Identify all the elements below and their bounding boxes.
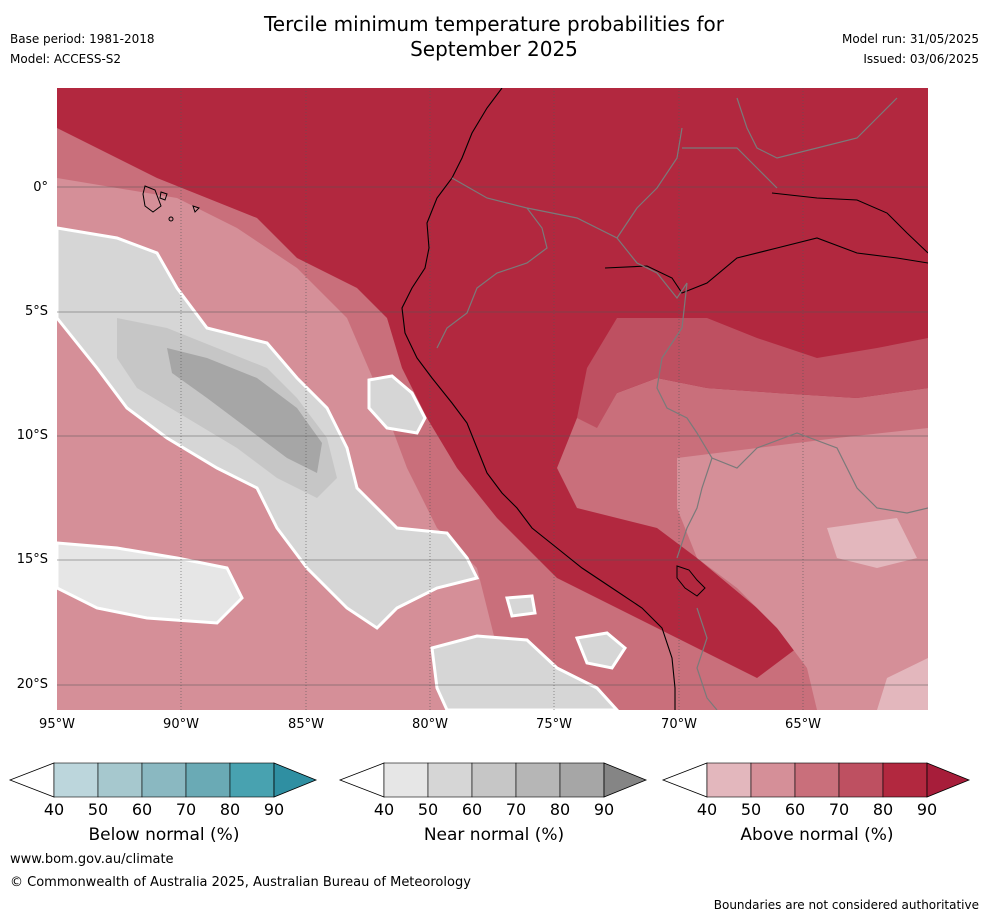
colorbar-near-bin-80 xyxy=(559,762,605,798)
colorbar-above-bin-50 xyxy=(750,762,796,798)
meta-left: Base period: 1981-2018 Model: ACCESS-S2 xyxy=(10,29,155,69)
near-tick-70: 70 xyxy=(505,800,527,819)
colorbar-near-arrow-right xyxy=(603,762,648,798)
lon-label-80w: 80°W xyxy=(412,717,448,732)
colorbar-above-arrow-right xyxy=(926,762,971,798)
colorbar-near-arrow-left xyxy=(338,762,385,798)
below-tick-60: 60 xyxy=(131,800,153,819)
above-tick-70: 70 xyxy=(828,800,850,819)
near-normal-southwest-patch xyxy=(57,541,244,625)
colorbar-above-bin-70 xyxy=(838,762,884,798)
colorbar-above-bin-40 xyxy=(706,762,752,798)
colorbars-svg xyxy=(8,762,971,798)
above-tick-80: 80 xyxy=(872,800,894,819)
lake-titicaca xyxy=(676,565,706,597)
colorbar-near-bin-50 xyxy=(427,762,473,798)
lon-label-90w: 90°W xyxy=(163,717,199,732)
below-tick-80: 80 xyxy=(219,800,241,819)
title-line-2: September 2025 xyxy=(410,37,578,61)
colorbar-below-bin-70 xyxy=(185,762,231,798)
amazon-river xyxy=(604,237,928,294)
galapagos-islands xyxy=(142,185,200,222)
above-tick-50: 50 xyxy=(740,800,762,819)
title-line-1: Tercile minimum temperature probabilitie… xyxy=(263,12,725,36)
above-tick-40: 40 xyxy=(696,800,718,819)
below-tick-50: 50 xyxy=(87,800,109,819)
near-normal-south-patch xyxy=(430,634,620,710)
below-tick-40: 40 xyxy=(43,800,65,819)
above-normal-label: Above normal (%) xyxy=(740,825,894,845)
lon-label-75w: 75°W xyxy=(536,717,572,732)
colorbar-near-bin-60 xyxy=(471,762,517,798)
lon-label-65w: 65°W xyxy=(785,717,821,732)
model-run-text: Model run: 31/05/2025 xyxy=(841,32,979,46)
near-normal-patch-peru xyxy=(367,374,427,435)
probability-map xyxy=(57,88,928,710)
colorbar-below-bin-40 xyxy=(53,762,99,798)
near-tick-50: 50 xyxy=(417,800,439,819)
above-normal-80-region xyxy=(577,318,928,428)
above-normal-40-region xyxy=(827,518,917,568)
colorbar-below-normal xyxy=(8,762,318,798)
near-tick-60: 60 xyxy=(461,800,483,819)
model-text: Model: ACCESS-S2 xyxy=(10,52,122,66)
colorbar-below-arrow-left xyxy=(8,762,55,798)
lon-label-85w: 85°W xyxy=(288,717,324,732)
footer-disclaimer: Boundaries are not considered authoritat… xyxy=(713,898,979,912)
near-normal-60-core xyxy=(167,348,322,473)
colorbar-above-bin-80 xyxy=(882,762,928,798)
meta-right: Model run: 31/05/2025 Issued: 03/06/2025 xyxy=(842,29,979,69)
above-normal-40-region-2 xyxy=(877,658,928,710)
colorbar-below-bin-60 xyxy=(141,762,187,798)
below-tick-70: 70 xyxy=(175,800,197,819)
colorbar-near-bin-40 xyxy=(383,762,429,798)
graticule xyxy=(57,88,928,710)
colorbar-below-bin-50 xyxy=(97,762,143,798)
near-tick-90: 90 xyxy=(593,800,615,819)
lat-label-20s: 20°S xyxy=(16,677,48,692)
lat-label-5s: 5°S xyxy=(24,304,48,319)
map-svg xyxy=(57,88,928,710)
base-period-text: Base period: 1981-2018 xyxy=(10,32,155,46)
above-tick-60: 60 xyxy=(784,800,806,819)
country-borders xyxy=(436,97,928,710)
near-tick-80: 80 xyxy=(549,800,571,819)
lat-label-15s: 15°S xyxy=(16,552,48,567)
lat-label-0: 0° xyxy=(33,180,48,195)
below-tick-90: 90 xyxy=(263,800,285,819)
above-tick-90: 90 xyxy=(916,800,938,819)
colorbar-above-normal xyxy=(661,762,971,798)
lon-label-70w: 70°W xyxy=(661,717,697,732)
near-normal-patch-altiplano xyxy=(574,631,627,670)
footer-url: www.bom.gov.au/climate xyxy=(10,852,174,867)
near-tick-40: 40 xyxy=(373,800,395,819)
chart-title: Tercile minimum temperature probabilitie… xyxy=(0,12,988,62)
above-normal-50-region xyxy=(677,428,928,710)
near-normal-label: Near normal (%) xyxy=(423,825,565,845)
lat-label-10s: 10°S xyxy=(16,428,48,443)
river-north xyxy=(771,192,928,254)
colorbar-below-bin-80 xyxy=(229,762,275,798)
near-normal-patch-coast xyxy=(505,594,537,618)
colorbar-near-normal xyxy=(338,762,648,798)
colorbar-near-bin-70 xyxy=(515,762,561,798)
footer-copyright: © Commonwealth of Australia 2025, Austra… xyxy=(10,875,471,890)
issued-text: Issued: 03/06/2025 xyxy=(863,52,979,66)
lon-label-95w: 95°W xyxy=(39,717,75,732)
colorbar-below-arrow-right xyxy=(273,762,318,798)
colorbar-above-bin-60 xyxy=(794,762,840,798)
above-normal-90-region xyxy=(57,88,928,678)
coastline xyxy=(401,88,676,710)
below-normal-label: Below normal (%) xyxy=(88,825,240,845)
colorbar-above-arrow-left xyxy=(661,762,708,798)
